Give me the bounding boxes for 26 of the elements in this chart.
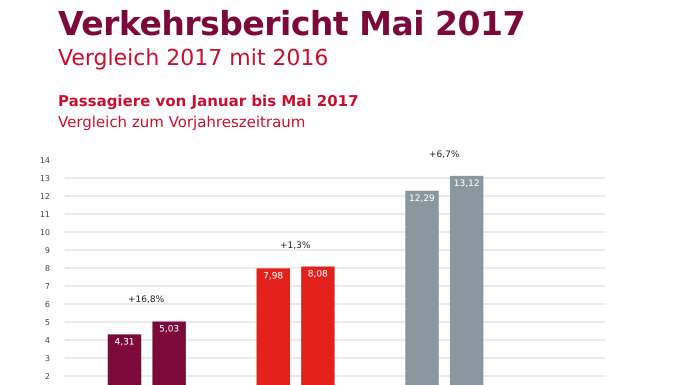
annotation: +6,7% (429, 150, 460, 160)
y-tick-label: 9 (44, 246, 50, 255)
y-tick-label: 12 (40, 192, 50, 201)
data-label: 4,31 (114, 337, 135, 348)
y-tick-label: 5 (44, 318, 50, 327)
y-tick-label: 6 (44, 300, 50, 309)
y-tick-label: 7 (44, 282, 50, 291)
text: Passagiere von Januar bis Mai 2017 (58, 92, 359, 110)
chart-subtitle: Vergleich 2017 mit 2016 (58, 46, 328, 71)
data-label: 12,29 (409, 194, 436, 204)
y-tick-label: 2 (44, 372, 50, 381)
annotation: +16,8% (128, 295, 165, 305)
data-label: 8,08 (308, 270, 328, 280)
y-tick-label: 8 (44, 264, 50, 273)
data-label: 7,98 (263, 271, 284, 282)
y-tick-label: 14 (40, 156, 50, 165)
y-tick-label: 11 (40, 210, 50, 219)
chart-title: Verkehrsbericht Mai 2017 (58, 4, 525, 43)
y-tick-label: 13 (40, 174, 50, 183)
y-tick-label: 10 (40, 228, 50, 237)
annotation: +1,3% (280, 241, 311, 251)
y-tick-label: 3 (44, 354, 50, 363)
y-tick-label: 4 (44, 336, 50, 345)
data-label: 5,03 (159, 324, 180, 334)
data-label: 13,12 (454, 178, 480, 189)
text: Vergleich zum Vorjahreszeitraum (58, 113, 306, 131)
